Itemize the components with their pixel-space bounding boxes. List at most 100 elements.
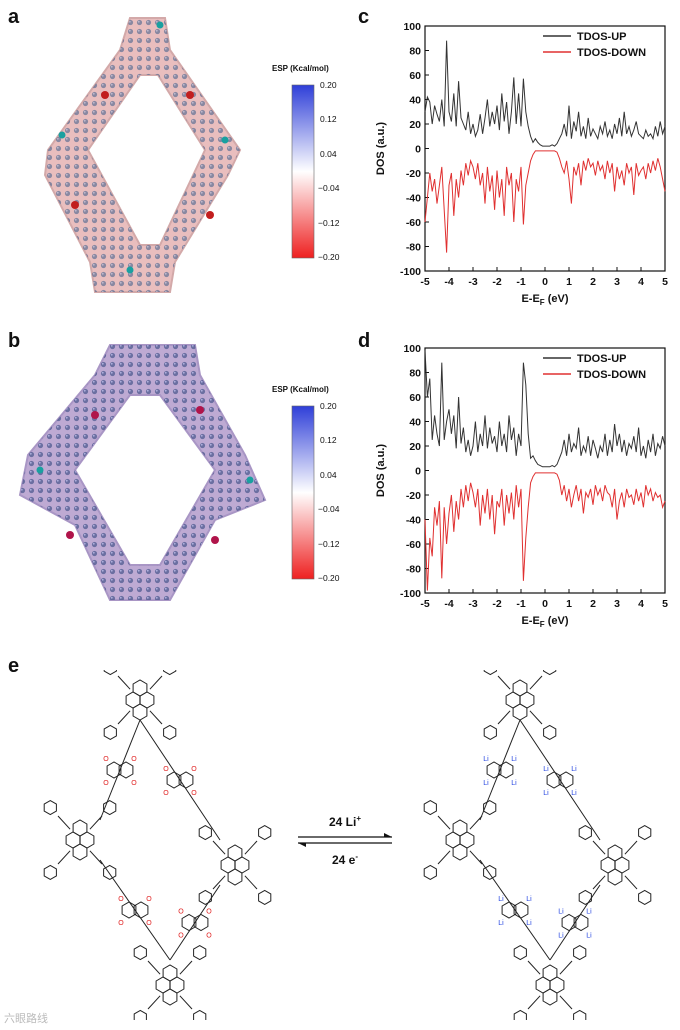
right-frame-linker-tr-atom-0: Li: [543, 766, 549, 773]
esp-tick-a-4: −0.12: [318, 218, 340, 228]
left-frame-node-right-phenyl-3: [258, 889, 272, 905]
left-frame-node-right-phenyl-0: [198, 825, 212, 841]
right-frame-node-left-core-ring-3: [452, 819, 468, 837]
right-frame-node-bottom-bond-0: [527, 960, 541, 975]
legend-label-0: TDOS-UP: [577, 353, 627, 365]
right-frame-node-left-phenyl-1: [483, 800, 497, 816]
panel-label-a: a: [8, 6, 20, 28]
y-tick-label-8: -60: [406, 217, 421, 229]
right-frame-node-bottom-bond-1: [559, 960, 573, 975]
panel-label-c: c: [358, 6, 370, 28]
esp-tick-b-0: 0.20: [320, 401, 337, 411]
left-frame-node-right-bond-1: [244, 840, 258, 855]
y-tick-label-9: -80: [406, 242, 421, 254]
right-frame-node-left-phenyl-3: [483, 864, 497, 880]
left-frame-node-bottom-bond-3: [179, 995, 193, 1010]
left-frame-linker-bl-chain: [99, 859, 171, 961]
left-frame-node-left-bond-3: [89, 850, 103, 865]
left-frame-linker-bl-atom-3: O: [146, 920, 152, 927]
left-frame-node-left-bond-2: [57, 850, 71, 865]
left-frame-linker-bl-atom-0: O: [118, 896, 124, 903]
right-frame-node-top-bond-0: [497, 675, 511, 690]
left-frame-node-right-bond-0: [212, 840, 226, 855]
left-frame-linker-tl-ring-1: [106, 761, 122, 779]
esp-tick-b-2: 0.04: [320, 470, 337, 480]
esp-tick-b-5: −0.20: [318, 573, 340, 583]
x-tick-label-4: -1: [516, 276, 525, 288]
x-tick-label-7: 2: [590, 598, 596, 610]
y-tick-label-6: -20: [406, 490, 421, 502]
right-frame-linker-tl-atom-0: Li: [483, 756, 489, 763]
x-tick-label-5: 0: [542, 598, 548, 610]
right-frame-node-right-phenyl-3: [638, 889, 652, 905]
left-frame-linker-tr-chain: [139, 719, 221, 841]
series-line-tdos-down: [424, 150, 666, 253]
left-frame-linker-bl-ring-2: [133, 901, 149, 919]
right-frame-linker-tr-atom-1: Li: [571, 766, 577, 773]
right-frame-linker-tl-atom-1: Li: [511, 756, 517, 763]
left-frame-linker-tl-atom-0: O: [103, 756, 109, 763]
y-tick-label-10: -100: [400, 588, 421, 600]
right-frame-node-left-phenyl-2: [423, 864, 437, 880]
left-frame-linker-br-ring-2: [193, 913, 209, 932]
left-frame-linker-tr-ring-2: [178, 771, 194, 789]
left-frame-node-top-bond-0: [117, 675, 131, 690]
left-frame-linker-br-ring-1: [181, 913, 197, 932]
esp-tick-b-4: −0.12: [318, 539, 340, 549]
right-frame-linker-tl-ring-2: [498, 761, 514, 779]
left-frame-node-bottom-core-ring-3: [162, 964, 178, 982]
x-tick-label-3: -2: [492, 598, 501, 610]
right-frame-node-right-core-ring-4: [607, 868, 623, 886]
right-frame-linker-br-ring-1: [561, 913, 577, 932]
series-line-tdos-down: [424, 472, 666, 591]
plot-frame: [424, 25, 666, 272]
y-axis-label: DOS (a.u.): [375, 122, 387, 176]
right-frame-linker-tl-atom-3: Li: [511, 780, 517, 787]
left-frame-node-bottom-phenyl-0: [133, 945, 147, 961]
esp-tick-a-5: −0.20: [318, 252, 340, 262]
right-frame-node-left-bond-0: [437, 815, 451, 830]
left-frame-linker-tl-atom-2: O: [103, 780, 109, 787]
right-frame-node-top-bond-3: [529, 710, 543, 725]
y-tick-label-6: -20: [406, 168, 421, 180]
right-frame-linker-br-atom-3: Li: [586, 933, 592, 940]
panel-label-d: d: [358, 330, 371, 352]
left-frame-linker-tl-chain: [99, 719, 141, 821]
left-frame-node-left-core-ring-4: [72, 843, 88, 861]
right-frame-linker-bl-ring-1: [501, 901, 517, 919]
y-tick-label-2: 60: [409, 392, 421, 404]
x-tick-label-2: -3: [468, 276, 477, 288]
x-tick-label-9: 4: [638, 598, 644, 610]
right-frame-node-bottom-phenyl-3: [573, 1009, 587, 1020]
right-frame-linker-br-atom-2: Li: [558, 933, 564, 940]
right-frame-node-top-core-ring-4: [512, 703, 528, 721]
x-tick-label-3: -2: [492, 276, 501, 288]
left-frame-linker-tr-atom-0: O: [163, 766, 169, 773]
x-axis-label: E-EF (eV): [521, 293, 568, 307]
x-tick-label-1: -4: [444, 276, 453, 288]
left-frame-linker-tr-atom-1: O: [191, 766, 197, 773]
right-frame-node-top-phenyl-2: [483, 724, 497, 740]
left-frame-node-right-core-ring-3: [227, 844, 243, 862]
right-frame-node-bottom-core-ring-4: [542, 988, 558, 1006]
y-tick-label-8: -60: [406, 539, 421, 551]
left-frame-node-bottom-core-ring-4: [162, 988, 178, 1006]
left-frame-linker-bl-atom-2: O: [118, 920, 124, 927]
dos-chart-d: 100 80 60 40 20 0 -20 -40 -60 -80 -100-5 -4 -3 -2 -1 0 1…: [375, 343, 668, 629]
y-tick-label-3: 40: [409, 95, 421, 107]
y-tick-label-10: -100: [400, 266, 421, 278]
left-frame-node-bottom-bond-1: [179, 960, 193, 975]
panel-label-e: e: [8, 655, 20, 677]
left-frame-node-top-core-ring-3: [132, 679, 148, 697]
x-tick-label-9: 4: [638, 276, 644, 288]
right-frame-linker-br-atom-1: Li: [586, 909, 592, 916]
left-frame-linker-br-atom-0: O: [178, 909, 184, 916]
molecule-before: O O O O O O O O O O O O O O O O: [43, 670, 272, 1020]
left-frame-node-top-phenyl-2: [103, 724, 117, 740]
right-frame-node-top-phenyl-3: [543, 724, 557, 740]
y-tick-label-0: 100: [403, 343, 421, 355]
x-tick-label-6: 1: [566, 276, 572, 288]
left-frame-node-top-bond-1: [149, 675, 163, 690]
right-frame-node-right-core-ring-3: [607, 844, 623, 862]
esp-title-b: ESP (Kcal/mol): [272, 385, 329, 394]
